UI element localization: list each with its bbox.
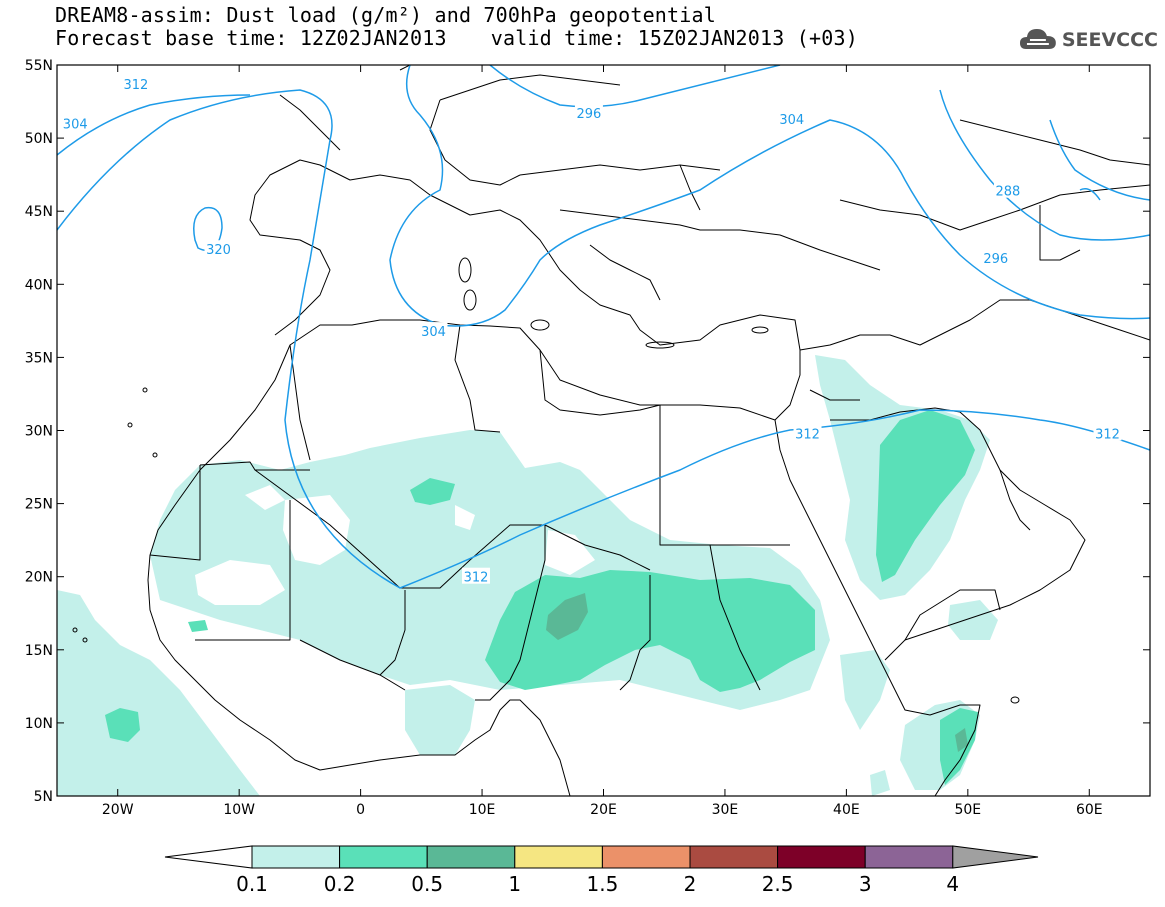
svg-text:288: 288 [995,185,1020,200]
colorbar-label: 0.2 [324,872,356,896]
colorbar-swatch [777,845,866,869]
svg-text:312: 312 [464,571,489,586]
colorbar-swatch [251,845,341,869]
lat-tick-label: 20N [25,570,53,586]
svg-text:312: 312 [124,78,149,93]
forecast-base-time: Forecast base time: 12Z02JAN2013 [55,26,447,50]
colorbar-label: 1.5 [586,872,618,896]
svg-text:312: 312 [1095,427,1120,442]
cloud-icon [1019,29,1056,49]
contour-label: 296 [574,104,603,122]
colorbar-swatch [426,845,516,869]
contour-label: 288 [993,181,1022,200]
lon-tick-label: 20E [590,802,617,818]
colorbar-label: 1 [508,872,521,896]
lon-tick-label: 40E [833,802,860,818]
svg-text:296: 296 [577,107,602,122]
colorbar-label: 2.5 [762,872,794,896]
contour-labels: 312 304 320 296 304 288 296 304 312 312 312 [61,75,1122,586]
contour-label: 304 [61,114,90,132]
colorbar-label: 0.5 [411,872,443,896]
lat-tick-label: 5N [34,789,53,805]
colorbar-under-arrow [164,845,253,869]
islands [72,257,1020,704]
colorbar-swatch [339,845,428,869]
colorbar: 0.1 0.2 0.5 1 1.5 2 2.5 3 4 [164,845,1039,896]
lon-tick-label: 10W [223,802,255,818]
svg-text:296: 296 [983,252,1008,267]
lat-tick-label: 15N [25,643,53,659]
axes: 55N 50N 45N 40N 35N 30N 25N 20N 15N 10N 5N 20W 10W 0 1… [25,58,1150,818]
colorbar-swatch [689,845,779,869]
valid-time: valid time: 15Z02JAN2013 (+03) [490,26,858,50]
contour-label: 296 [981,248,1010,267]
lat-tick-label: 40N [25,277,53,293]
lat-tick-label: 30N [25,424,53,440]
svg-text:304: 304 [779,113,804,128]
lon-tick-label: 0 [356,802,365,818]
svg-text:304: 304 [63,117,88,132]
colorbar-label: 2 [684,872,697,896]
contour-label: 312 [461,567,490,586]
map-title: DREAM8-assim: Dust load (g/m²) and 700hP… [55,3,717,27]
contour-label: 312 [1093,424,1122,442]
lat-tick-label: 35N [25,350,53,366]
lat-tick-label: 50N [25,131,53,147]
lat-tick-label: 25N [25,497,53,513]
seevccc-logo: SEEVCCC [1018,22,1158,58]
contour-label: 312 [121,75,150,93]
map-subtitle: Forecast base time: 12Z02JAN2013 valid ti… [55,27,858,49]
dust-layer-holes [195,485,595,605]
colorbar-label: 3 [859,872,872,896]
lon-tick-label: 60E [1076,802,1103,818]
lon-tick-label: 20W [102,802,134,818]
colorbar-swatch [601,845,691,869]
contour-label: 304 [419,322,448,340]
dust-layer-dark [546,593,968,752]
logo-text: SEEVCCC [1061,29,1158,51]
geopotential-contours [57,65,1150,589]
lon-tick-label: 10E [469,802,496,818]
lon-tick-label: 30E [712,802,739,818]
lon-tick-label: 50E [954,802,981,818]
lat-tick-label: 55N [25,58,53,74]
contour-label: 312 [793,424,822,442]
contour-label: 304 [777,110,806,128]
coastlines-and-borders [147,65,1150,796]
svg-text:312: 312 [795,427,820,442]
colorbar-over-arrow [952,845,1039,869]
colorbar-label: 0.1 [236,872,268,896]
contour-label: 320 [204,240,233,258]
svg-text:320: 320 [206,243,231,258]
colorbar-swatch [514,845,603,869]
svg-text:304: 304 [421,325,446,340]
colorbar-label: 4 [946,872,959,896]
colorbar-swatch [864,845,954,869]
lat-tick-label: 45N [25,204,53,220]
lat-tick-label: 10N [25,716,53,732]
